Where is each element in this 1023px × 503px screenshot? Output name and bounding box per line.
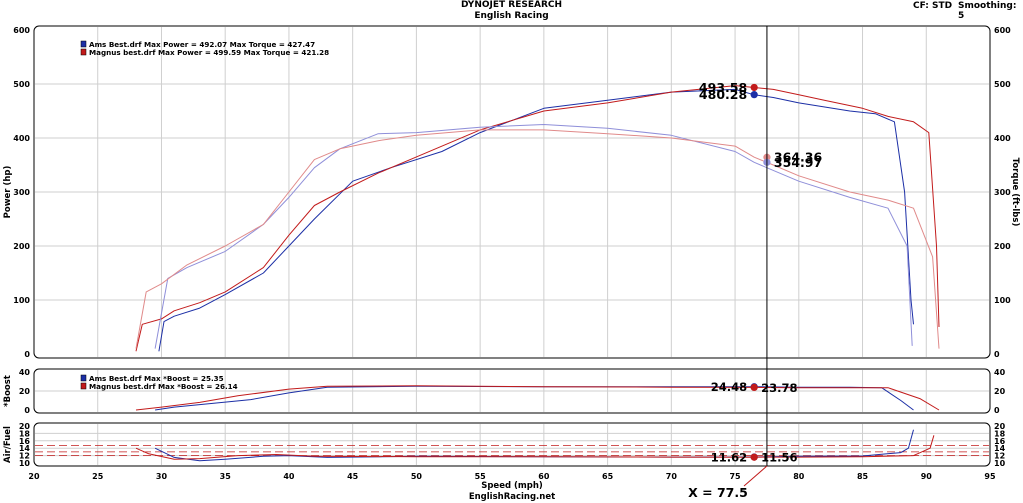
x-axis-label: Speed (mph): [481, 481, 543, 491]
y2-tick-label: 0: [994, 406, 1000, 415]
y-tick-label: 20: [19, 422, 31, 431]
legend-swatch: [80, 374, 87, 382]
chart-subtitle: English Racing: [474, 11, 549, 21]
marker-dot: [750, 383, 758, 392]
y-tick-label: 300: [13, 188, 30, 197]
y2-tick-label: 20: [994, 387, 1006, 396]
y2-tick-label: 10: [994, 459, 1006, 468]
x-tick-label: 75: [729, 472, 741, 481]
legend-entry: Magnus best.drf Max Power = 499.59 Max T…: [89, 48, 329, 57]
marker-label: 23.78: [761, 381, 797, 395]
x-tick-label: 80: [793, 472, 805, 481]
y-tick-label: 0: [24, 406, 30, 415]
x-tick-label: 20: [28, 472, 40, 481]
y2-tick-label: 600: [994, 26, 1011, 35]
marker-label: 354.97: [774, 155, 822, 170]
legend-entry: Ams Best.drf Max Power = 492.07 Max Torq…: [89, 40, 315, 49]
y-tick-label: 500: [13, 80, 30, 89]
y-tick-label: 20: [19, 387, 31, 396]
y-axis-label: *Boost: [3, 375, 13, 407]
series-line: [158, 88, 914, 352]
footer-text: EnglishRacing.net: [469, 492, 555, 502]
y2-tick-label: 40: [994, 368, 1006, 377]
cursor-readout: X = 77.5: [688, 485, 748, 500]
x-tick-label: 35: [220, 472, 232, 481]
marker-dot: [750, 453, 758, 461]
legend-swatch: [80, 40, 87, 48]
marker-label: 364.36: [774, 150, 823, 165]
y-axis-label: Air/Fuel: [3, 426, 13, 463]
x-tick-label: 40: [283, 472, 295, 481]
y-tick-label: 18: [19, 429, 31, 438]
x-tick-label: 50: [411, 472, 423, 481]
y-tick-label: 14: [19, 444, 31, 453]
x-tick-label: 60: [538, 472, 550, 481]
x-tick-label: 25: [92, 472, 104, 481]
y2-tick-label: 400: [994, 134, 1011, 143]
y-tick-label: 12: [19, 452, 30, 461]
x-tick-label: 55: [475, 472, 487, 481]
marker-label: 480.28: [699, 87, 747, 102]
y2-tick-label: 200: [994, 242, 1011, 251]
x-tick-label: 70: [666, 472, 678, 481]
legend-entry: Ams Best.drf Max *Boost = 25.35: [89, 374, 224, 383]
power-torque-panel: 0 0 100 100 200 200 300 300 400 400 500 500 600 600 Am…: [3, 25, 1020, 359]
y-tick-label: 400: [13, 134, 30, 143]
y-tick-label: 40: [19, 368, 31, 377]
legend-entry: Magnus best.drf Max *Boost = 26.14: [89, 382, 238, 391]
cursor-pointer: [743, 465, 768, 487]
x-tick-label: 45: [347, 472, 359, 481]
y2-tick-label: 18: [994, 429, 1006, 438]
cf-label: CF: STD: [913, 1, 953, 11]
series-line: [135, 435, 935, 460]
marker-label: 11.62: [711, 451, 747, 465]
x-tick-label: 95: [984, 472, 996, 481]
y2-tick-label: 14: [994, 444, 1006, 453]
smoothing-label: Smoothing: 5: [958, 1, 1017, 21]
y-tick-label: 0: [24, 350, 30, 359]
y2-tick-label: 12: [994, 452, 1005, 461]
y2-tick-label: 100: [994, 296, 1011, 305]
x-tick-label: 30: [156, 472, 168, 481]
y-tick-label: 16: [19, 437, 31, 446]
legend-swatch: [80, 48, 87, 56]
x-tick-label: 85: [857, 472, 869, 481]
y-axis-label: Power (hp): [3, 166, 13, 219]
y2-tick-label: 0: [994, 350, 1000, 359]
y-tick-label: 100: [13, 296, 30, 305]
marker-label: 493.58: [699, 80, 747, 95]
series-line: [135, 85, 940, 352]
marker-label: 24.48: [711, 380, 747, 394]
y2-tick-label: 300: [994, 188, 1011, 197]
marker-label: 11.56: [761, 451, 797, 465]
series-line: [154, 124, 913, 349]
x-tick-label: 65: [602, 472, 614, 481]
y2-axis-label: Torque (ft-lbs): [1010, 158, 1020, 227]
boost-panel: 0 0 20 20 40 40 Ams Best.drf Max *Boost = 25.3…: [3, 368, 1006, 415]
y-tick-label: 10: [19, 459, 31, 468]
series-line: [135, 129, 940, 349]
marker-dot: [750, 91, 758, 99]
marker-dot: [750, 83, 758, 92]
chart-title: DYNOJET RESEARCH: [460, 0, 563, 10]
series-line: [135, 385, 940, 411]
y-tick-label: 200: [13, 242, 30, 251]
x-tick-label: 90: [921, 472, 933, 481]
legend-swatch: [80, 382, 87, 390]
y2-tick-label: 20: [994, 422, 1006, 431]
y2-tick-label: 500: [994, 80, 1011, 89]
y-tick-label: 600: [13, 26, 30, 35]
y2-tick-label: 16: [994, 437, 1006, 446]
